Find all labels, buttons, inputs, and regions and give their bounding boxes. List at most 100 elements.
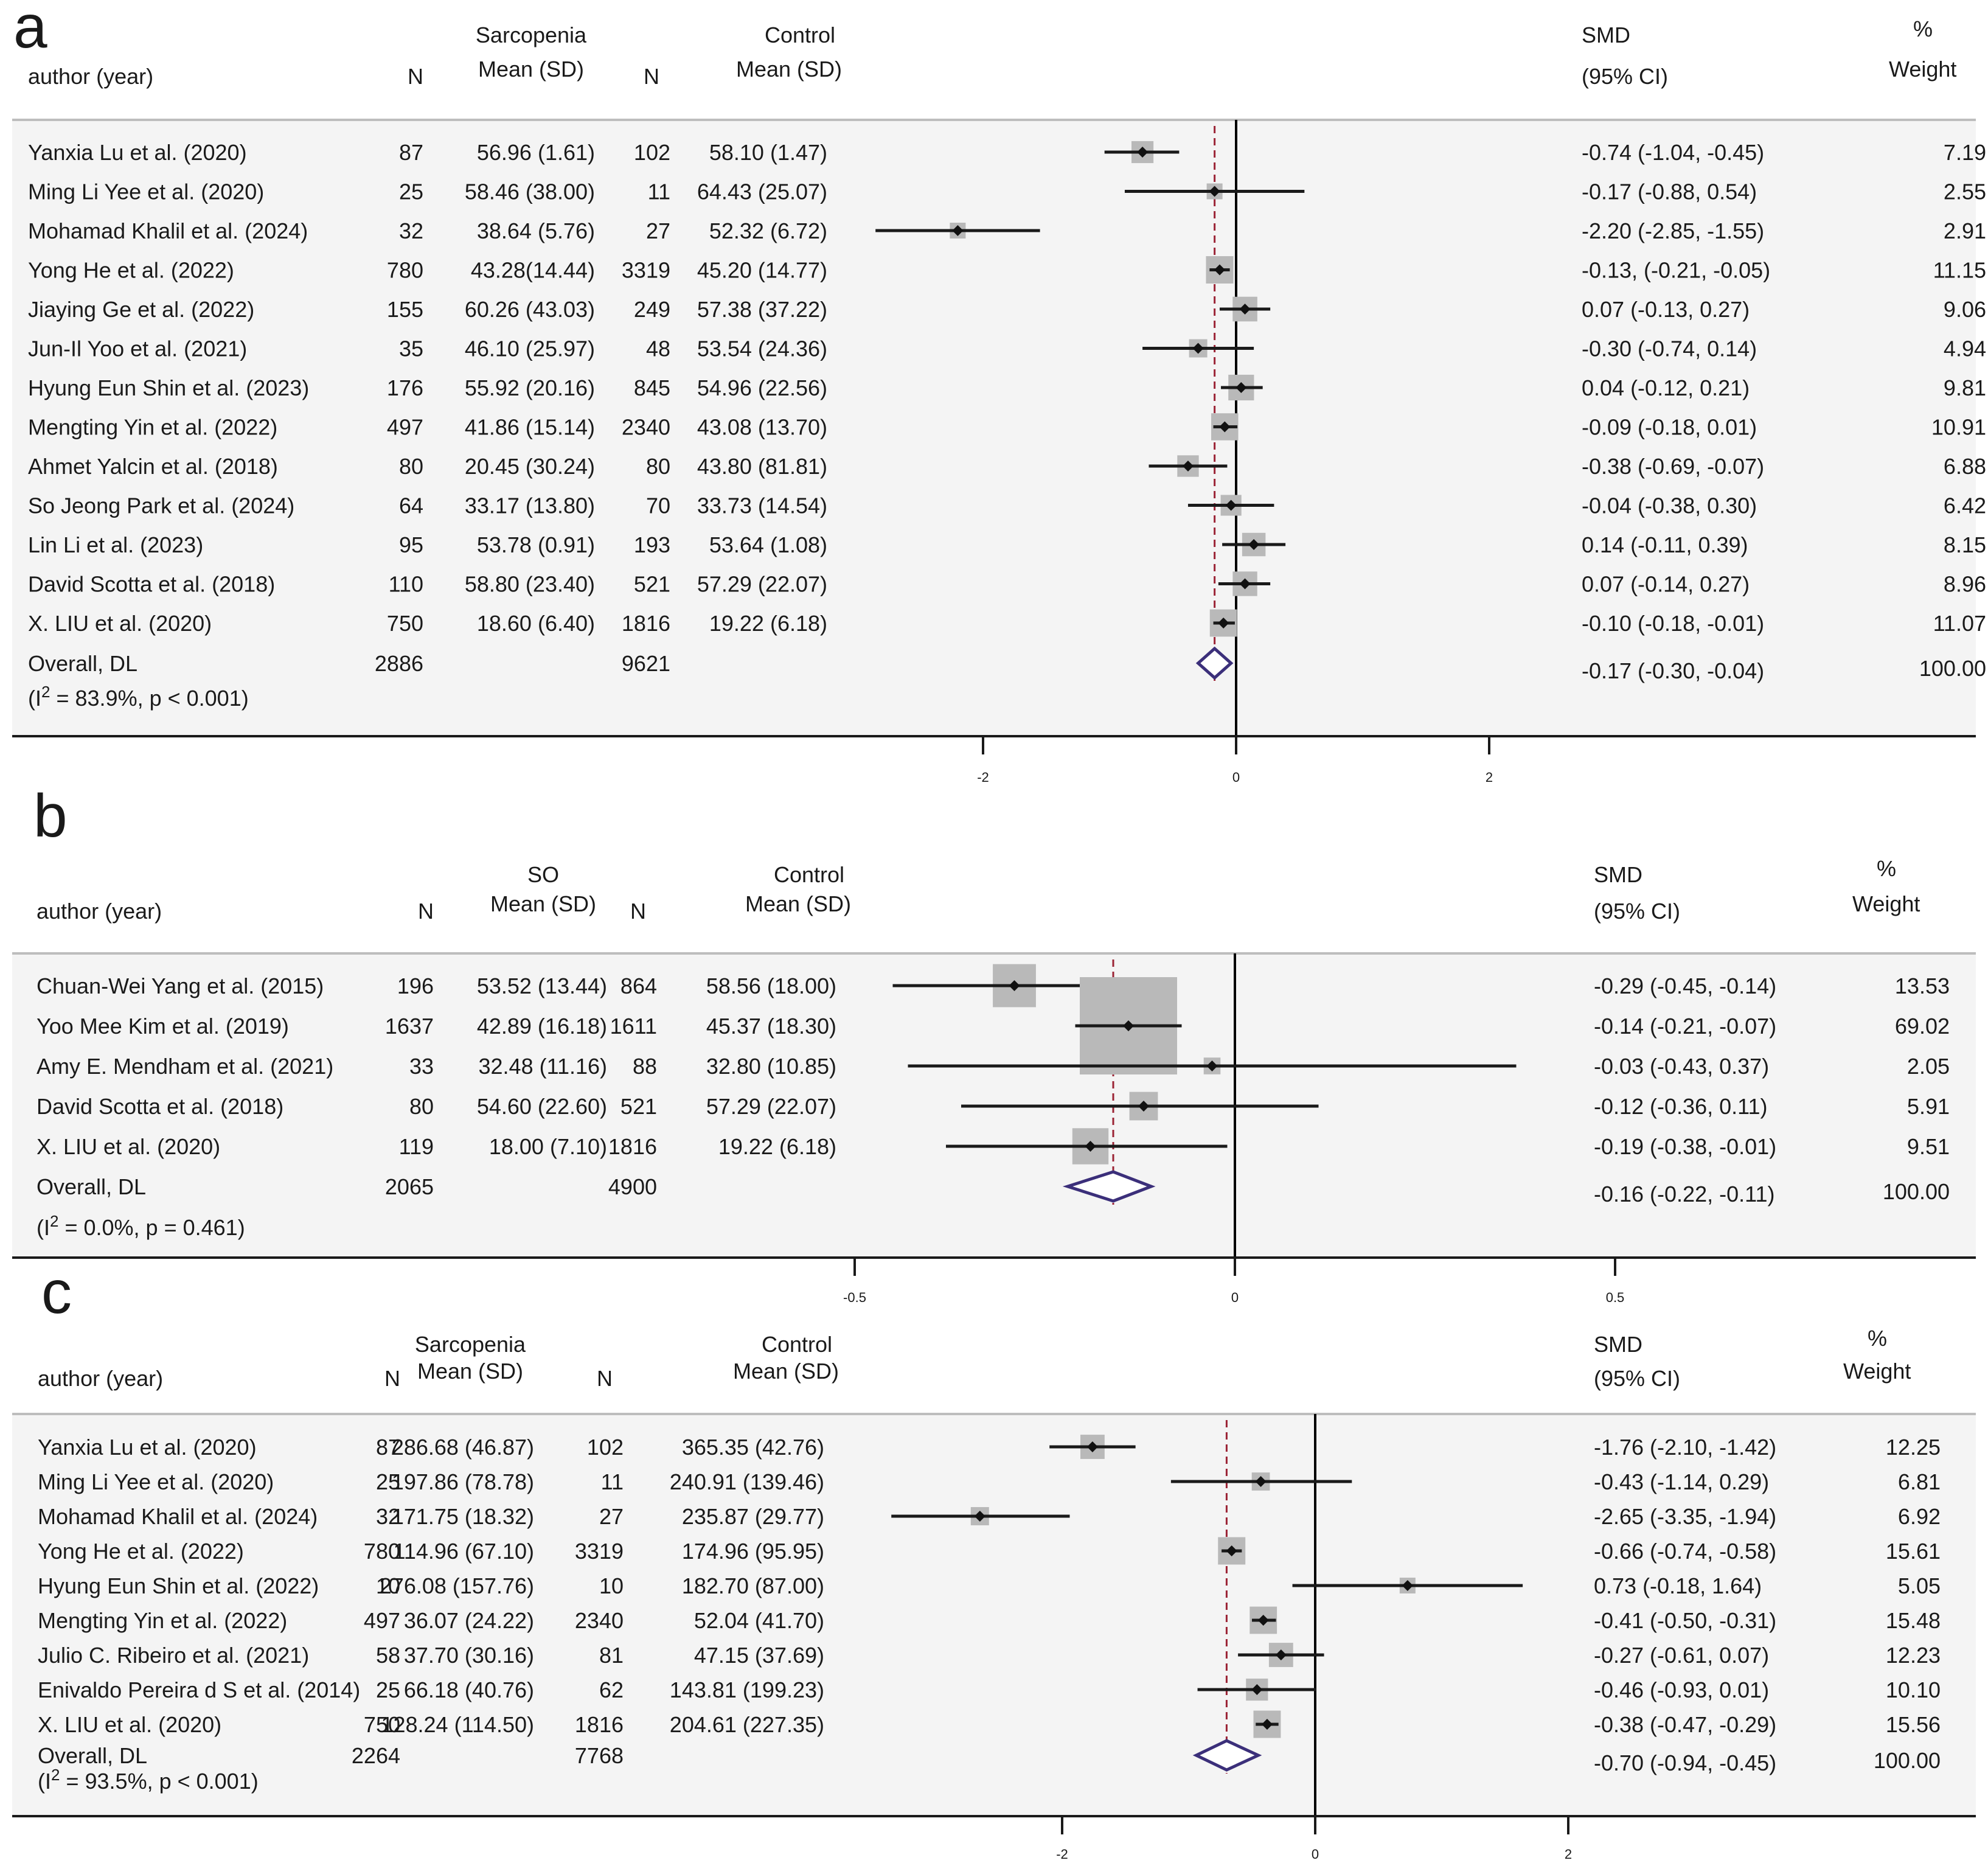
study-mean-group1: 58.46 (38.00): [465, 179, 595, 204]
study-point-estimate: [974, 1511, 985, 1522]
study-n-group1: 25: [376, 1469, 400, 1494]
overall-diamond: [1062, 1170, 1156, 1203]
x-axis-tick-label: 0.5: [1606, 1290, 1625, 1305]
study-mean-group2: 182.70 (87.00): [682, 1573, 824, 1598]
panel-label-c: c: [41, 1258, 72, 1326]
study-n-group1: 95: [399, 532, 423, 557]
study-mean-group2: 19.22 (6.18): [718, 1134, 836, 1159]
header-weight: Weight: [1889, 57, 1956, 82]
panel-label-a: a: [13, 0, 47, 61]
overall-n-group2: 9621: [622, 651, 670, 676]
header-smd: SMD: [1582, 23, 1630, 47]
study-mean-group1: 56.96 (1.61): [477, 140, 595, 165]
study-mean-group2: 204.61 (227.35): [670, 1712, 824, 1737]
study-weight: 8.15: [1944, 532, 1986, 557]
study-point-estimate: [1239, 578, 1251, 590]
header-ci: (95% CI): [1594, 1366, 1680, 1391]
study-author: Enivaldo Pereira d S et al. (2014): [38, 1677, 360, 1702]
study-author: David Scotta et al. (2018): [36, 1094, 283, 1119]
study-n-group1: 25: [399, 179, 423, 204]
study-smd-ci: 0.07 (-0.14, 0.27): [1582, 572, 1750, 597]
study-mean-group1: 43.28(14.44): [471, 258, 595, 283]
study-point-estimate: [952, 225, 964, 236]
x-axis-tick-label: 0: [1232, 770, 1240, 785]
study-point-estimate: [1402, 1580, 1413, 1591]
study-weight: 8.96: [1944, 572, 1986, 597]
study-smd-ci: -0.46 (-0.93, 0.01): [1594, 1677, 1769, 1702]
study-point-estimate: [1209, 186, 1220, 197]
study-weight: 6.42: [1944, 493, 1986, 518]
study-smd-ci: -0.41 (-0.50, -0.31): [1594, 1608, 1776, 1633]
study-n-group2: 11: [648, 179, 670, 204]
study-mean-group2: 174.96 (95.95): [682, 1539, 824, 1564]
study-mean-group1: 18.00 (7.10): [489, 1134, 607, 1159]
header-mean-group1: Mean (SD): [417, 1359, 523, 1384]
study-mean-group1: 114.96 (67.10): [393, 1539, 534, 1564]
header-n-group2: N: [630, 899, 646, 924]
study-n-group1: 58: [376, 1643, 400, 1668]
study-mean-group2: 52.32 (6.72): [709, 218, 827, 243]
header-mean-group2: Mean (SD): [745, 891, 851, 916]
study-mean-group1: 58.80 (23.40): [465, 572, 595, 597]
study-weight: 13.53: [1895, 973, 1950, 998]
study-n-group1: 780: [387, 258, 423, 283]
study-n-group2: 11: [601, 1469, 624, 1494]
study-point-estimate: [1214, 264, 1225, 276]
study-n-group1: 750: [364, 1712, 400, 1737]
study-point-estimate: [1236, 382, 1247, 393]
study-n-group1: 780: [364, 1539, 400, 1564]
study-n-group1: 80: [409, 1094, 434, 1119]
overall-weight: 100.00: [1919, 656, 1986, 681]
study-point-estimate: [1182, 461, 1194, 472]
study-mean-group1: 55.92 (20.16): [465, 375, 595, 400]
study-point-estimate: [1226, 1545, 1237, 1556]
study-mean-group2: 143.81 (199.23): [670, 1677, 824, 1702]
study-n-group2: 249: [634, 297, 670, 322]
study-smd-ci: 0.14 (-0.11, 0.39): [1582, 532, 1748, 557]
study-smd-ci: -0.29 (-0.45, -0.14): [1594, 973, 1776, 998]
header-mean-group2: Mean (SD): [733, 1359, 839, 1384]
study-mean-group1: 66.18 (40.76): [404, 1677, 534, 1702]
study-mean-group1: 54.60 (22.60): [477, 1094, 607, 1119]
study-author: Ming Li Yee et al. (2020): [38, 1469, 274, 1494]
study-n-group2: 70: [646, 493, 670, 518]
study-n-group1: 64: [399, 493, 423, 518]
study-mean-group2: 19.22 (6.18): [709, 611, 827, 636]
study-n-group2: 3319: [622, 258, 670, 283]
study-n-group1: 750: [387, 611, 423, 636]
overall-diamond: [1192, 1739, 1262, 1772]
study-smd-ci: 0.04 (-0.12, 0.21): [1582, 375, 1750, 400]
study-author: Amy E. Mendham et al. (2021): [36, 1054, 333, 1079]
study-point-estimate: [1123, 1020, 1134, 1031]
header-group1: Sarcopenia: [415, 1332, 526, 1357]
study-weight: 12.23: [1886, 1643, 1941, 1668]
study-weight: 2.55: [1944, 179, 1986, 204]
study-n-group1: 87: [399, 140, 423, 165]
study-author: Yanxia Lu et al. (2020): [38, 1435, 257, 1460]
study-mean-group1: 197.86 (78.78): [392, 1469, 534, 1494]
study-point-estimate: [1275, 1649, 1287, 1660]
study-mean-group1: 60.26 (43.03): [465, 297, 595, 322]
study-mean-group2: 365.35 (42.76): [682, 1435, 824, 1460]
study-author: So Jeong Park et al. (2024): [28, 493, 294, 518]
study-author: Jun-Il Yoo et al. (2021): [28, 336, 247, 361]
study-n-group2: 102: [634, 140, 670, 165]
overall-weight: 100.00: [1874, 1748, 1941, 1773]
study-mean-group1: 36.07 (24.22): [404, 1608, 534, 1633]
study-n-group1: 176: [387, 375, 423, 400]
study-mean-group1: 42.89 (16.18): [477, 1014, 607, 1039]
study-n-group2: 1816: [608, 1134, 657, 1159]
study-mean-group2: 43.80 (81.81): [697, 454, 827, 479]
study-smd-ci: -0.74 (-1.04, -0.45): [1582, 140, 1764, 165]
study-point-estimate: [1206, 1060, 1218, 1071]
study-weight: 7.19: [1944, 140, 1986, 165]
study-smd-ci: -1.76 (-2.10, -1.42): [1594, 1435, 1776, 1460]
study-mean-group1: 38.64 (5.76): [477, 218, 595, 243]
study-mean-group1: 286.68 (46.87): [392, 1435, 534, 1460]
study-mean-group2: 32.80 (10.85): [706, 1054, 836, 1079]
study-n-group1: 87: [376, 1435, 400, 1460]
study-point-estimate: [1255, 1476, 1267, 1487]
study-n-group2: 27: [646, 218, 670, 243]
study-mean-group1: 46.10 (25.97): [465, 336, 595, 361]
study-smd-ci: -0.30 (-0.74, 0.14): [1582, 336, 1757, 361]
